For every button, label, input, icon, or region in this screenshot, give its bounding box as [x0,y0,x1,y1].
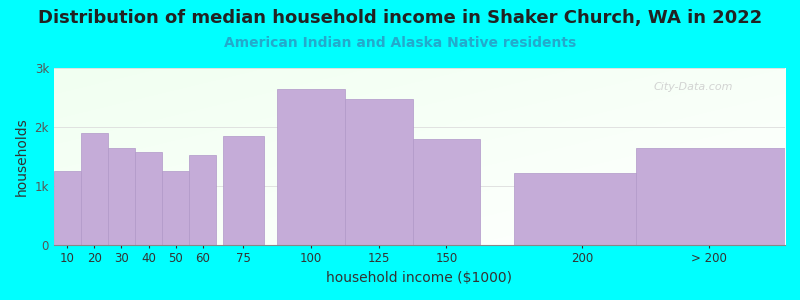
Bar [81,133,108,245]
Text: City-Data.com: City-Data.com [654,82,733,92]
Bar [54,171,81,245]
Bar [413,139,480,245]
Bar [223,136,264,245]
Bar [345,99,413,245]
Bar [190,154,216,245]
Bar [162,171,190,245]
Bar [135,152,162,245]
Text: Distribution of median household income in Shaker Church, WA in 2022: Distribution of median household income … [38,9,762,27]
X-axis label: household income ($1000): household income ($1000) [326,271,512,285]
Bar [278,88,345,245]
Text: American Indian and Alaska Native residents: American Indian and Alaska Native reside… [224,36,576,50]
Bar [514,173,650,245]
Y-axis label: households: households [15,117,29,196]
Bar [108,148,135,245]
Bar [636,148,785,245]
